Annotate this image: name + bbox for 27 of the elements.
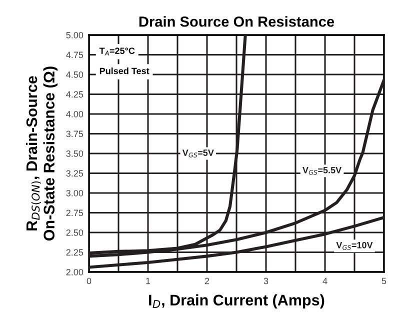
y-tick-label: 2.50 bbox=[66, 229, 84, 236]
x-tick-label: 3 bbox=[264, 278, 268, 284]
series-label: V$_{GS}$=10V bbox=[336, 242, 373, 250]
x-axis-title: I$_{D}$, Drain Current (Amps) bbox=[149, 294, 324, 309]
x-tick-label: 4 bbox=[322, 278, 328, 284]
y-tick-label: 4.50 bbox=[66, 71, 84, 78]
y-tick-label: 3.50 bbox=[66, 150, 84, 157]
y-tick-label: 4.00 bbox=[66, 110, 84, 118]
x-tick-label: 0 bbox=[86, 278, 92, 284]
series-label: V$_{GS}$=5.5V bbox=[302, 166, 342, 175]
text: V$_{GS}$=5V bbox=[182, 150, 214, 158]
y-tick-label: 4.75 bbox=[66, 52, 84, 58]
y-tick-label: 3.00 bbox=[66, 190, 84, 196]
y-tick-label: 3.25 bbox=[66, 170, 84, 177]
y-tick-label: 3.75 bbox=[66, 130, 84, 138]
x-tick-label: 2 bbox=[204, 278, 210, 284]
y-axis-title: R$_{DS(ON)}$, Drain-Source On-State Resistance (Ω) bbox=[26, 66, 58, 240]
y-tick-label: 2.75 bbox=[66, 210, 84, 216]
chart-title: Drain Source On Resistance bbox=[139, 16, 334, 27]
y-tick-label: 2.25 bbox=[66, 249, 84, 256]
annotation: Pulsed Test bbox=[100, 68, 150, 74]
x-tick-label: 1 bbox=[146, 278, 150, 284]
y-tick-label: 5.00 bbox=[66, 32, 84, 38]
y-tick-label: 2.00 bbox=[66, 268, 84, 276]
annotation: T$_{A}$=25°C bbox=[99, 48, 135, 56]
y-tick-label: 4.25 bbox=[66, 91, 84, 98]
x-tick-label: 5 bbox=[382, 278, 386, 284]
